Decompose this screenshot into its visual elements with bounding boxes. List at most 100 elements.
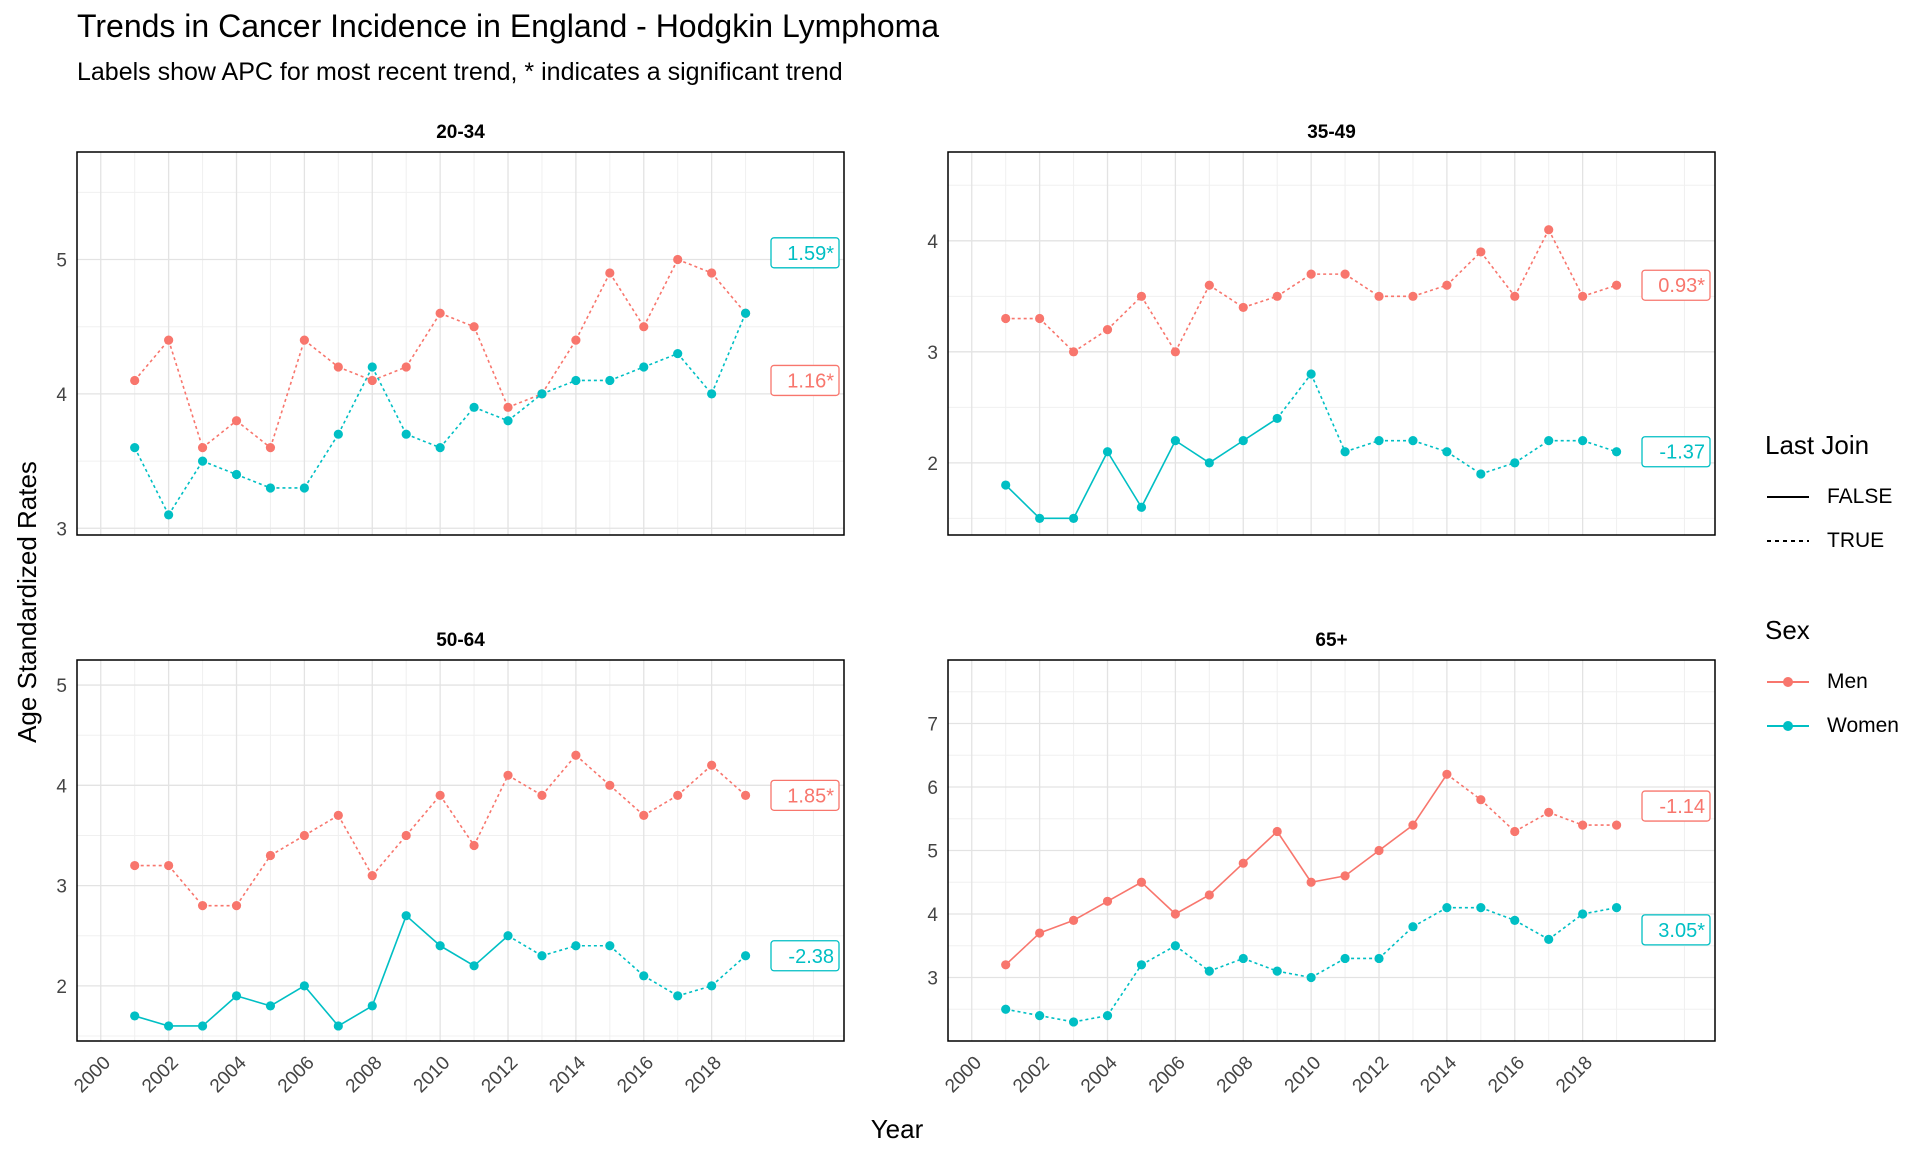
- data-point-men: [673, 790, 683, 800]
- series-segment-men: [134, 339, 170, 381]
- data-point-women: [231, 991, 242, 1001]
- data-point-men: [605, 780, 615, 790]
- series-segment-men: [711, 272, 747, 314]
- series-segment-men: [609, 784, 645, 817]
- series-segment-men: [1344, 849, 1380, 877]
- data-point-women: [1272, 966, 1282, 976]
- x-tick-label: 2004: [206, 1052, 251, 1097]
- y-tick-label: 4: [56, 776, 67, 797]
- data-point-men: [333, 810, 343, 821]
- data-point-men: [1102, 896, 1113, 906]
- apc-label-box-women: [1641, 436, 1711, 468]
- series-segment-men: [507, 774, 543, 797]
- data-point-women: [469, 402, 479, 412]
- apc-label-text-men: 0.93*: [1658, 275, 1705, 297]
- legend-label-false: FALSE: [1827, 485, 1893, 508]
- series-segment-men: [439, 312, 475, 328]
- series-segment-women: [236, 995, 271, 1007]
- series-segment-women: [1106, 964, 1143, 1017]
- legend-title-last-join: Last Join: [1765, 430, 1870, 460]
- data-point-men: [435, 308, 445, 318]
- series-segment-men: [711, 764, 747, 796]
- data-point-women: [639, 362, 649, 372]
- data-point-women: [1035, 513, 1045, 523]
- data-point-women: [1374, 436, 1384, 446]
- series-segment-men: [337, 815, 373, 876]
- data-point-men: [503, 770, 513, 780]
- series-segment-men: [167, 339, 204, 448]
- series-segment-women: [1310, 373, 1346, 453]
- data-point-men: [537, 790, 547, 800]
- series-segment-women: [1141, 945, 1176, 966]
- x-tick-label: 2004: [1077, 1052, 1122, 1097]
- data-point-women: [1442, 447, 1452, 457]
- legend: Last Join FALSE TRUE Sex Men Women: [1765, 430, 1915, 800]
- series-segment-women: [303, 985, 339, 1027]
- series-segment-women: [405, 433, 441, 449]
- data-point-men: [1204, 890, 1214, 900]
- series-segment-men: [405, 312, 441, 368]
- data-point-men: [1170, 909, 1180, 919]
- series-segment-women: [1582, 906, 1617, 915]
- series-segment-men: [1140, 295, 1177, 353]
- data-point-men: [1238, 302, 1248, 313]
- data-point-women: [1102, 447, 1113, 457]
- data-point-women: [1408, 922, 1418, 932]
- y-tick-label: 4: [927, 905, 938, 926]
- series-segment-men: [1446, 773, 1482, 801]
- series-segment-men: [473, 326, 509, 408]
- data-point-men: [1068, 915, 1079, 925]
- chart-title: Trends in Cancer Incidence in England - …: [77, 8, 940, 44]
- data-point-women: [299, 483, 309, 493]
- data-point-women: [1001, 480, 1011, 490]
- series-segment-men: [541, 754, 577, 796]
- apc-label-text-women: 3.05*: [1658, 920, 1705, 942]
- series-segment-women: [677, 353, 713, 395]
- panel-border: [947, 659, 1716, 1042]
- data-point-men: [130, 375, 140, 386]
- series-segment-men: [1378, 824, 1414, 852]
- data-point-men: [469, 840, 479, 851]
- data-point-women: [164, 1021, 174, 1031]
- y-tick-label: 6: [927, 778, 938, 799]
- series-segment-women: [303, 433, 339, 489]
- apc-label-men: 0.93*: [1641, 269, 1711, 301]
- data-point-women: [130, 1011, 140, 1021]
- x-tick-label: 2006: [1145, 1052, 1190, 1097]
- series-segment-men: [1174, 284, 1211, 353]
- series-segment-women: [1073, 1014, 1108, 1023]
- data-point-men: [1578, 820, 1588, 830]
- data-point-women: [740, 308, 751, 318]
- series-segment-men: [303, 339, 339, 368]
- series-segment-women: [609, 366, 645, 382]
- x-tick-label: 2008: [1213, 1052, 1258, 1097]
- series-segment-women: [1548, 913, 1584, 941]
- data-point-women: [1068, 513, 1079, 523]
- data-point-women: [707, 981, 717, 991]
- series-segment-men: [1547, 229, 1584, 297]
- data-point-men: [1306, 877, 1316, 887]
- series-segment-men: [1242, 830, 1278, 864]
- data-point-men: [1001, 313, 1011, 324]
- series-segment-women: [1005, 1008, 1040, 1017]
- data-point-women: [401, 429, 411, 439]
- data-point-women: [367, 1001, 377, 1011]
- apc-label-text-women: 1.59*: [787, 243, 834, 265]
- data-point-women: [367, 362, 377, 372]
- data-point-women: [435, 941, 445, 951]
- data-point-women: [537, 389, 547, 399]
- series-segment-men: [541, 339, 577, 395]
- series-segment-men: [168, 865, 204, 907]
- series-segment-women: [1446, 451, 1482, 475]
- data-point-women: [265, 483, 276, 493]
- series-segment-men: [1208, 284, 1244, 309]
- series-segment-women: [507, 935, 543, 957]
- apc-label-text-men: -1.14: [1659, 796, 1705, 818]
- data-point-men: [1408, 820, 1418, 830]
- data-point-men: [1544, 225, 1554, 235]
- data-point-men: [1611, 280, 1622, 290]
- series-segment-men: [609, 272, 645, 328]
- data-point-women: [435, 443, 445, 453]
- apc-label-text-men: 1.16*: [787, 370, 834, 392]
- data-point-men: [130, 860, 140, 871]
